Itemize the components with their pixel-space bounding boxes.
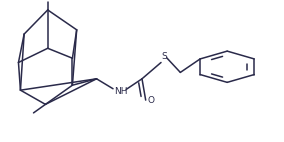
Text: O: O xyxy=(147,96,154,105)
Text: NH: NH xyxy=(114,87,127,96)
Text: S: S xyxy=(161,52,167,61)
